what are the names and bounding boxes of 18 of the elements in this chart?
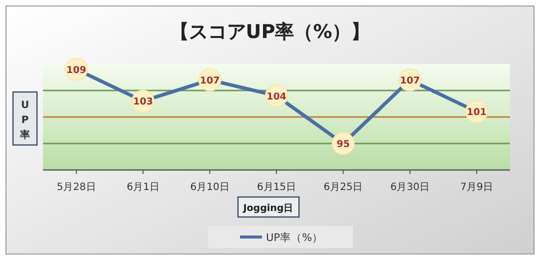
data-label: 101	[466, 107, 487, 118]
data-label: 109	[66, 64, 86, 76]
x-tick-label: 7月9日	[460, 182, 494, 193]
x-tick-label: 6月1日	[126, 182, 160, 193]
x-axis-title: Jogging日	[242, 203, 294, 214]
data-label: 104	[266, 91, 287, 102]
x-tick-label: 5月28日	[56, 182, 96, 193]
legend-label: UP率（%）	[266, 231, 323, 244]
data-label: 95	[336, 139, 350, 150]
x-tick-label: 6月15日	[256, 182, 296, 193]
data-label: 103	[133, 96, 153, 108]
x-tick-label: 6月30日	[390, 182, 430, 193]
y-axis-title: UP率	[19, 100, 30, 141]
x-tick-label: 6月25日	[324, 182, 363, 193]
data-label: 107	[400, 75, 420, 86]
chart-title: 【スコアUP率（%）】	[170, 21, 370, 43]
x-tick-label: 6月10日	[190, 182, 230, 193]
data-label: 107	[200, 75, 220, 86]
